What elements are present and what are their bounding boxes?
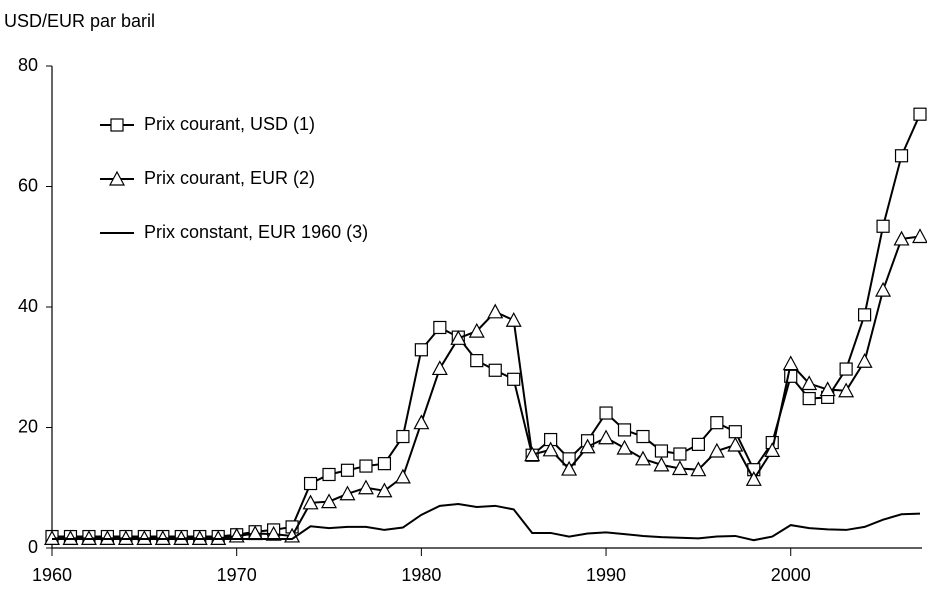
square-marker	[710, 416, 724, 430]
triangle-marker	[339, 485, 356, 501]
triangle-marker	[191, 530, 208, 545]
y-tick-label: 60	[18, 175, 38, 195]
triangle-marker	[99, 530, 116, 545]
square-marker	[110, 118, 124, 132]
square-marker	[728, 425, 742, 439]
square-marker	[617, 423, 632, 437]
square-marker	[857, 308, 872, 322]
square-marker	[876, 219, 890, 233]
triangle-marker	[634, 450, 651, 466]
square-marker	[303, 476, 318, 491]
series-line	[52, 503, 921, 542]
triangle-marker	[598, 429, 615, 445]
triangle-marker	[856, 352, 873, 368]
triangle-marker	[321, 493, 338, 509]
triangle-marker	[265, 525, 282, 541]
square-marker	[599, 406, 613, 420]
triangle-marker	[801, 375, 818, 391]
triangle-marker	[154, 530, 171, 545]
x-tick-label: 1970	[217, 565, 257, 585]
triangle-marker	[487, 303, 504, 319]
x-tick-label: 1990	[586, 565, 626, 585]
triangle-marker	[376, 482, 393, 498]
x-tick-label: 1980	[401, 565, 441, 585]
square-marker	[340, 463, 355, 477]
square-marker	[673, 447, 687, 461]
triangle-marker	[727, 436, 744, 452]
triangle-marker	[62, 530, 79, 545]
legend-label: Prix courant, EUR (2)	[144, 168, 315, 188]
square-marker	[913, 107, 927, 121]
series-line	[52, 235, 921, 540]
square-marker	[636, 429, 650, 444]
square-marker	[691, 437, 705, 451]
triangle-marker	[579, 438, 596, 454]
triangle-marker	[671, 460, 688, 476]
square-marker	[359, 459, 373, 473]
triangle-marker	[413, 414, 430, 430]
triangle-marker	[708, 442, 725, 458]
triangle-marker	[450, 330, 467, 345]
triangle-marker	[616, 439, 633, 455]
triangle-marker	[43, 530, 61, 545]
triangle-marker	[690, 461, 707, 477]
triangle-marker	[745, 471, 762, 486]
y-axis-label: USD/EUR par baril	[4, 11, 155, 31]
square-marker	[488, 363, 502, 377]
square-marker	[894, 149, 909, 163]
triangle-marker	[561, 460, 578, 476]
triangle-marker	[782, 355, 799, 371]
triangle-marker	[357, 479, 374, 495]
triangle-marker	[764, 442, 781, 457]
square-marker	[322, 467, 336, 482]
y-tick-label: 20	[18, 416, 38, 436]
square-marker	[414, 343, 428, 357]
triangle-marker	[875, 281, 892, 297]
square-marker	[433, 320, 447, 335]
triangle-marker	[431, 360, 448, 376]
triangle-marker	[542, 441, 559, 457]
triangle-marker	[911, 228, 927, 244]
triangle-marker	[302, 494, 319, 510]
legend-label: Prix courant, USD (1)	[144, 114, 315, 134]
triangle-marker	[838, 382, 855, 398]
triangle-marker	[893, 230, 910, 246]
triangle-marker	[819, 381, 836, 397]
x-tick-label: 1960	[32, 565, 72, 585]
triangle-marker	[80, 530, 97, 545]
triangle-marker	[394, 468, 411, 484]
triangle-marker	[505, 311, 522, 327]
square-marker	[470, 354, 484, 368]
triangle-marker	[108, 170, 126, 186]
triangle-marker	[653, 456, 670, 472]
y-tick-label: 40	[18, 296, 38, 316]
triangle-marker	[117, 530, 134, 545]
square-marker	[507, 372, 521, 386]
triangle-marker	[468, 322, 485, 338]
x-tick-label: 2000	[771, 565, 811, 585]
triangle-marker	[136, 530, 153, 545]
square-marker	[839, 362, 853, 376]
square-marker	[654, 444, 669, 458]
square-marker	[802, 391, 816, 406]
y-tick-label: 0	[28, 537, 38, 557]
legend-label: Prix constant, EUR 1960 (3)	[144, 222, 368, 242]
triangle-marker	[210, 530, 227, 545]
triangle-marker	[524, 446, 541, 462]
triangle-marker	[173, 530, 190, 545]
square-marker	[396, 429, 410, 444]
square-marker	[377, 457, 392, 471]
y-tick-label: 80	[18, 55, 38, 75]
